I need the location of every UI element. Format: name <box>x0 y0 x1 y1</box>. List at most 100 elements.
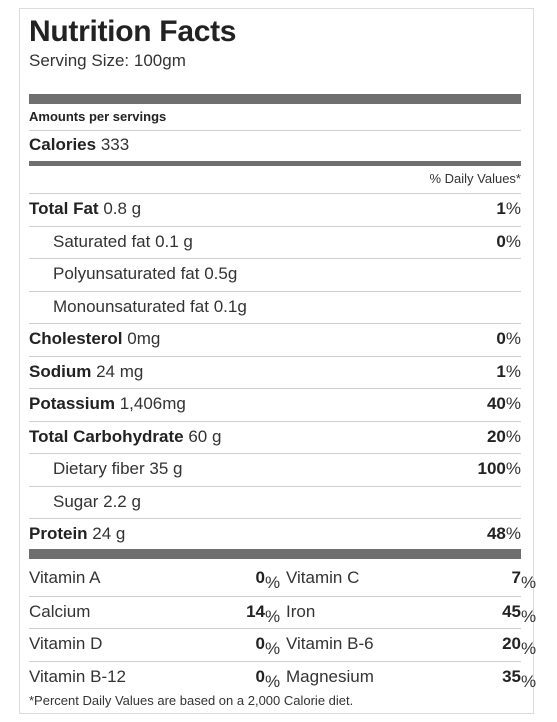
vitamin-row: Vitamin D 0% Vitamin B-6 20% <box>29 628 536 660</box>
percent-sign: % <box>505 231 521 251</box>
vitamin-row: Calcium 14% Iron 45% <box>29 595 536 628</box>
daily-value-number: 20 <box>486 426 506 446</box>
nutrient-daily-value: 20% <box>487 427 521 447</box>
thin-divider <box>29 130 521 131</box>
percent-sign: % <box>521 639 537 658</box>
vitamin-daily-value: 0% <box>255 666 281 691</box>
nutrient-text: Cholesterol 0mg <box>29 329 160 349</box>
daily-values-header: % Daily Values* <box>429 171 521 186</box>
nutrient-label: Sugar <box>53 491 99 511</box>
nutrient-row: Polyunsaturated fat 0.5g <box>29 258 521 290</box>
percent-sign: % <box>505 524 521 543</box>
percent-sign: % <box>521 671 537 691</box>
label-title: Nutrition Facts <box>29 15 237 48</box>
footnote: *Percent Daily Values are based on a 2,0… <box>29 693 354 708</box>
nutrient-label: Potassium <box>29 394 115 413</box>
nutrient-amount: 0mg <box>127 329 161 348</box>
daily-value-number: 40 <box>486 394 506 413</box>
nutrient-amount: 2.2 g <box>103 491 141 511</box>
daily-value-number: 1 <box>496 361 506 381</box>
nutrient-text: Total Carbohydrate 60 g <box>29 427 221 447</box>
percent-sign: % <box>521 606 537 626</box>
nutrient-row: Dietary fiber 35 g 100% <box>29 453 521 485</box>
nutrient-amount: 1,406mg <box>119 394 186 413</box>
daily-value-number: 0 <box>255 666 265 686</box>
nutrition-label-body: Nutrition Facts Serving Size: 100gm Amou… <box>29 9 537 713</box>
vitamin-daily-value: 7% <box>512 568 537 592</box>
nutrient-text: Sodium 24 mg <box>29 362 143 382</box>
medium-divider <box>29 161 521 166</box>
daily-value-number: 100 <box>477 459 506 478</box>
nutrient-amount: 0.1 g <box>155 231 193 251</box>
nutrient-text: Total Fat 0.8 g <box>29 199 141 219</box>
vitamin-name: Vitamin B-6 <box>286 634 374 653</box>
daily-value-number: 20 <box>502 634 521 653</box>
calories-line: Calories 333 <box>29 135 129 155</box>
vitamin-daily-value: 0% <box>255 568 281 592</box>
nutrient-label: Sodium <box>29 361 92 381</box>
nutrient-text: Saturated fat 0.1 g <box>53 232 193 252</box>
nutrient-text: Dietary fiber 35 g <box>53 459 182 479</box>
nutrient-daily-value: 100% <box>478 459 522 479</box>
nutrient-label: Monounsaturated fat <box>53 296 209 316</box>
percent-sign: % <box>505 199 521 218</box>
vitamin-name: Magnesium <box>286 666 374 686</box>
nutrient-row: Monounsaturated fat 0.1g <box>29 290 521 323</box>
nutrient-row: Total Carbohydrate 60 g 20% <box>29 420 521 453</box>
nutrient-text: Polyunsaturated fat 0.5g <box>53 264 237 284</box>
thick-divider-2 <box>29 549 521 559</box>
percent-sign: % <box>265 606 281 626</box>
nutrient-amount: 60 g <box>188 426 222 446</box>
nutrient-daily-value: 0% <box>496 329 521 349</box>
daily-value-number: 45 <box>502 601 521 621</box>
nutrient-label: Dietary fiber <box>53 459 145 478</box>
percent-sign: % <box>505 361 521 381</box>
vitamin-daily-value: 0% <box>256 634 281 658</box>
daily-value-number: 0 <box>496 231 506 251</box>
nutrition-label: Nutrition Facts Serving Size: 100gm Amou… <box>19 8 537 714</box>
thick-divider <box>29 94 521 104</box>
amounts-label: Amounts per servings <box>29 109 167 124</box>
nutrient-amount: 24 mg <box>96 361 144 381</box>
nutrient-label: Cholesterol <box>29 329 123 348</box>
daily-value-number: 1 <box>496 199 506 218</box>
vitamin-daily-value: 14% <box>246 601 280 626</box>
vitamin-name: Vitamin B-12 <box>29 666 127 686</box>
nutrient-text: Sugar 2.2 g <box>53 492 141 512</box>
nutrient-daily-value: 0% <box>496 232 521 252</box>
nutrient-row: Sodium 24 mg 1% <box>29 355 521 388</box>
vitamin-name: Vitamin D <box>29 634 103 653</box>
vitamin-row: Vitamin B-12 0% Magnesium 35% <box>29 660 536 693</box>
serving-size: Serving Size: 100gm <box>29 51 186 70</box>
nutrient-label: Polyunsaturated fat <box>53 264 200 283</box>
nutrient-daily-value: 40% <box>487 394 521 414</box>
daily-value-number: 48 <box>486 524 506 543</box>
nutrient-amount: 0.5g <box>204 264 238 283</box>
nutrient-daily-value: 1% <box>496 199 521 219</box>
daily-value-number: 0 <box>496 329 506 348</box>
vitamin-name: Iron <box>286 601 316 621</box>
vitamin-name: Vitamin A <box>29 568 101 587</box>
daily-value-number: 0 <box>255 568 265 587</box>
nutrient-row: Potassium 1,406mg 40% <box>29 388 521 420</box>
nutrient-label: Total Fat <box>29 199 99 218</box>
calories-value: 333 <box>100 135 130 154</box>
nutrient-row: Saturated fat 0.1 g 0% <box>29 225 521 258</box>
daily-value-number: 35 <box>502 666 521 686</box>
percent-sign: % <box>505 459 521 478</box>
percent-sign: % <box>265 573 281 592</box>
nutrient-text: Protein 24 g <box>29 524 125 544</box>
daily-value-number: 14 <box>246 601 265 621</box>
nutrient-amount: 24 g <box>92 524 126 543</box>
percent-sign: % <box>265 671 281 691</box>
nutrient-amount: 0.8 g <box>103 199 142 218</box>
nutrient-daily-value: 48% <box>487 524 521 544</box>
nutrient-text: Potassium 1,406mg <box>29 394 186 414</box>
calories-label: Calories <box>29 135 97 154</box>
nutrient-row: Total Fat 0.8 g 1% <box>29 193 521 225</box>
percent-sign: % <box>265 639 281 658</box>
percent-sign: % <box>521 573 537 592</box>
nutrient-text: Monounsaturated fat 0.1g <box>53 297 247 317</box>
nutrient-daily-value: 1% <box>496 362 521 382</box>
nutrient-label: Total Carbohydrate <box>29 426 184 446</box>
